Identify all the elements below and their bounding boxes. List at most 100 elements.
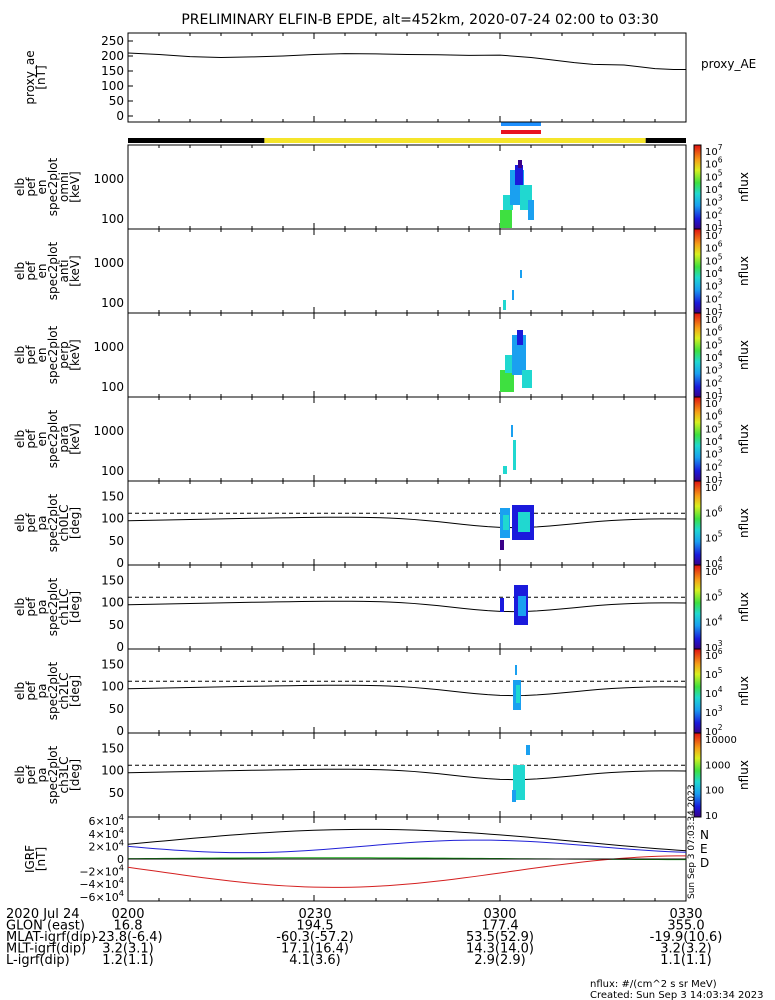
colorbar: [693, 480, 702, 566]
y-tick-label: 100: [101, 680, 124, 694]
y-tick-label: 150: [101, 64, 124, 78]
y-tick-label: 50: [109, 786, 124, 800]
colorbar: [693, 396, 702, 482]
colorbar: [693, 312, 702, 398]
y-axis-label: spec2plot: [46, 241, 60, 300]
y-tick-label: 1000: [93, 256, 124, 270]
colorbar-label: nflux: [737, 424, 751, 454]
y-axis-label: elb: [13, 346, 27, 364]
colorbar-label: nflux: [737, 340, 751, 370]
y-tick-label: 0: [116, 724, 124, 738]
y-axis-label: spec2plot: [46, 157, 60, 216]
y-axis-label: pef: [24, 177, 38, 197]
colorbar-tick-label: 103: [705, 639, 723, 654]
y-tick-label: 150: [101, 573, 124, 587]
colorbar-tick-label: 106: [705, 563, 723, 578]
y-tick-label: 1000: [93, 172, 124, 186]
colorbar-tick-label: 105: [705, 666, 723, 681]
igrf-d-line: [127, 855, 687, 888]
data-pixel: [503, 300, 506, 310]
data-pixel: [516, 685, 520, 703]
y-axis-label: pa: [35, 516, 49, 531]
colorbar-label: nflux: [737, 676, 751, 706]
loss-cone-line: [127, 768, 687, 781]
y-tick-label: 2×104: [89, 837, 124, 853]
y-tick-label: 50: [109, 534, 124, 548]
y-tick-label: 100: [101, 296, 124, 310]
y-axis-label: spec2plot: [46, 493, 60, 552]
colorbar-tick-label: 104: [705, 614, 723, 629]
y-tick-label: −6×104: [79, 888, 124, 904]
y-axis-label: perp: [57, 341, 71, 369]
colorbar-tick-label: 101: [705, 303, 723, 318]
legend-D: D: [700, 856, 709, 870]
ephemeris-value: 0230: [298, 907, 331, 922]
data-pixel: [518, 596, 526, 616]
y-axis-label: IGRF: [23, 845, 37, 873]
ephemeris-value: 177.4: [481, 919, 518, 934]
panel-frame: [127, 480, 687, 566]
y-axis-label: spec2plot: [46, 745, 60, 804]
created-note: Created: Sun Sep 3 14:03:34 2023: [590, 990, 763, 1000]
colorbar-tick-label: 107: [705, 143, 723, 158]
y-tick-label: 100: [101, 596, 124, 610]
colorbar-tick-label: 103: [705, 278, 723, 293]
data-pixel: [518, 160, 522, 168]
ephemeris-value: 0330: [669, 907, 702, 922]
data-pixel: [515, 165, 523, 185]
panel-frame: [127, 396, 687, 482]
colorbar-tick-label: 10000: [705, 735, 737, 746]
data-pixel: [518, 512, 530, 532]
data-pixel: [512, 790, 516, 802]
y-axis-label: ch3LC: [57, 757, 71, 794]
y-axis-label: elb: [13, 682, 27, 700]
panel-frame: [127, 648, 687, 734]
y-tick-label: 100: [101, 512, 124, 526]
y-axis-label: elb: [13, 262, 27, 280]
data-pixel: [515, 665, 517, 675]
y-tick-label: −4×104: [79, 875, 124, 891]
colorbar-tick-label: 106: [705, 156, 723, 171]
colorbar-tick-label: 104: [705, 349, 723, 364]
colorbar: [693, 732, 702, 818]
colorbar-tick-label: 105: [705, 336, 723, 351]
eclipse-bar: [128, 138, 265, 143]
y-axis-label: spec2plot: [46, 577, 60, 636]
ephemeris-value: -19.9(10.6): [650, 930, 723, 945]
y-axis-label: ch1LC: [57, 589, 71, 626]
plot-title: PRELIMINARY ELFIN-B EPDE, alt=452km, 202…: [181, 12, 658, 28]
y-axis-label: [nT]: [34, 65, 48, 89]
y-axis-label: elb: [13, 178, 27, 196]
science-bar: [501, 122, 541, 126]
y-axis-label: en: [35, 348, 49, 363]
y-axis-label: en: [35, 432, 49, 447]
y-axis-label: ch2LC: [57, 673, 71, 710]
colorbar: [693, 228, 702, 314]
colorbar-tick-label: 105: [705, 530, 723, 545]
y-axis-label: elb: [13, 766, 27, 784]
colorbar-tick-label: 1000: [705, 760, 730, 771]
loss-cone-line: [127, 600, 687, 613]
panel-igrf: IGRF[nT] 6×1044×1042×1040−2×104−4×104−6×1…: [23, 784, 709, 903]
ephemeris-value: 14.3(14.0): [466, 942, 534, 957]
ephemeris-value: -60.3(-57.2): [276, 930, 353, 945]
y-axis-label: [keV]: [68, 423, 82, 454]
ephemeris-row-label: MLAT-igrf(dip): [6, 930, 96, 945]
ephemeris-value: 2.9(2.9): [474, 953, 526, 968]
colorbar-tick-label: 102: [705, 290, 723, 305]
units-note: nflux: #/(cm^2 s sr MeV): [590, 979, 717, 990]
y-axis-label: [keV]: [68, 171, 82, 202]
y-tick-label: 50: [109, 618, 124, 632]
ephemeris-value: 16.8: [114, 919, 143, 934]
colorbar-tick-label: 104: [705, 433, 723, 448]
data-pixel: [505, 355, 515, 373]
y-tick-label: 0: [116, 556, 124, 570]
y-axis-label: spec2plot: [46, 661, 60, 720]
panel-frame: [127, 312, 687, 398]
colorbar-tick-label: 107: [705, 479, 723, 494]
ephemeris-row-label: 2020 Jul 24: [6, 907, 80, 922]
